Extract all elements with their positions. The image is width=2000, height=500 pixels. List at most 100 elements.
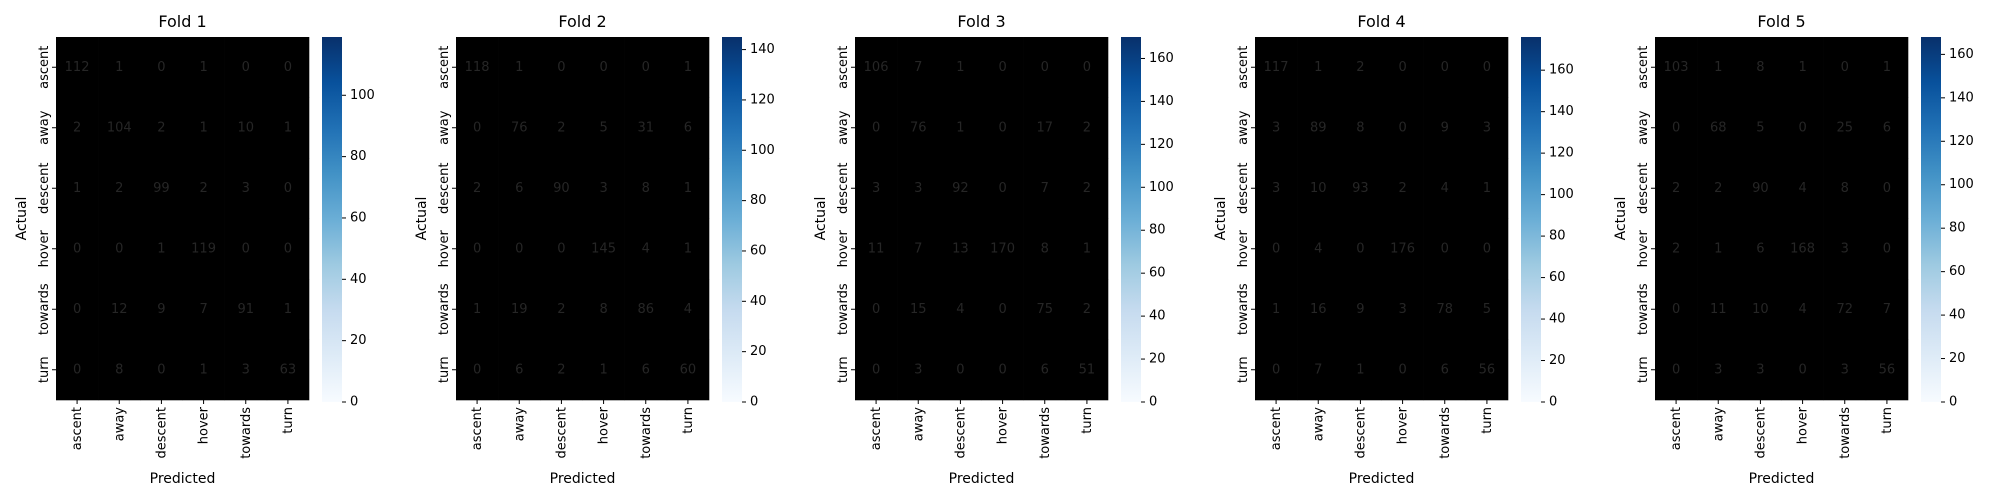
heatmap-cell	[1465, 158, 1509, 219]
heatmap-cell	[1023, 218, 1067, 280]
y-tick-label: ascent	[437, 46, 452, 89]
cell-value-label: 119	[191, 241, 216, 256]
cell-value-label: 0	[157, 60, 165, 75]
cell-value-label: 0	[73, 302, 81, 317]
heatmap-cell	[624, 158, 668, 219]
cell-value-label: 2	[1083, 120, 1091, 135]
y-axis-label: Actual	[1213, 197, 1229, 241]
colorbar-tick-label: 20	[1949, 351, 1966, 366]
cell-value-label: 76	[910, 120, 927, 135]
heatmap-cell	[498, 279, 541, 340]
heatmap-cell	[666, 279, 710, 340]
y-tick-label: ascent	[1236, 46, 1251, 89]
cell-value-label: 0	[473, 120, 481, 135]
x-tick-label: towards	[1838, 407, 1853, 459]
colorbar-tick-label: 80	[750, 193, 767, 208]
y-tick-label: turn	[437, 356, 452, 383]
colorbar-tick-label: 140	[750, 42, 775, 57]
y-tick-label: hover	[37, 229, 52, 267]
cell-value-label: 16	[1310, 302, 1327, 317]
heatmap-cell	[1381, 97, 1424, 159]
heatmap-cell	[1065, 97, 1109, 159]
heatmap-cell	[666, 97, 710, 159]
cell-value-label: 2	[1356, 60, 1364, 75]
colorbar-tick-label: 100	[750, 143, 775, 158]
colorbar	[1921, 37, 1941, 402]
cell-value-label: 2	[1083, 181, 1091, 196]
colorbar-tick-label: 0	[1949, 395, 1957, 410]
heatmap-cell	[582, 339, 625, 401]
colorbar-tick-label: 40	[350, 272, 367, 287]
cell-value-label: 0	[1441, 60, 1449, 75]
cell-value-label: 1	[73, 181, 81, 196]
heatmap-cell	[1823, 37, 1867, 98]
heatmap-cell	[1823, 218, 1867, 280]
y-tick-label: descent	[1236, 162, 1251, 214]
y-tick-label: towards	[1236, 283, 1251, 335]
cell-value-label: 0	[1883, 241, 1891, 256]
cell-value-label: 15	[910, 302, 927, 317]
heatmap-cell	[540, 158, 583, 219]
cell-value-label: 4	[1314, 241, 1322, 256]
heatmap-cell	[981, 158, 1024, 219]
heatmap-cell	[1297, 158, 1340, 219]
cell-value-label: 1	[1883, 60, 1891, 75]
heatmap-cell	[666, 218, 710, 280]
heatmap-cell	[1781, 279, 1824, 340]
chart-title: Fold 3	[957, 12, 1005, 31]
heatmap-cell	[540, 97, 583, 159]
heatmap-cell	[1381, 279, 1424, 340]
heatmap-cell	[1381, 339, 1424, 401]
colorbar-tick-label: 100	[1949, 177, 1974, 192]
cell-value-label: 72	[1836, 302, 1853, 317]
x-axis-label: Predicted	[550, 471, 616, 487]
heatmap-cell	[1023, 37, 1067, 98]
heatmap-cell	[1255, 158, 1298, 219]
heatmap-cell	[981, 97, 1024, 159]
cell-value-label: 0	[642, 60, 650, 75]
cell-value-label: 2	[473, 181, 481, 196]
cell-value-label: 0	[1398, 120, 1406, 135]
heatmap-cell	[1381, 37, 1424, 98]
cell-value-label: 0	[1672, 120, 1680, 135]
heatmap-cell	[939, 158, 982, 219]
heatmap-cell	[939, 339, 982, 401]
cell-value-label: 3	[1756, 362, 1764, 377]
colorbar-tick-label: 20	[1149, 352, 1166, 367]
cell-value-label: 76	[511, 120, 528, 135]
colorbar-tick-label: 140	[1949, 90, 1974, 105]
cell-value-label: 3	[242, 181, 250, 196]
heatmap-cell	[1865, 158, 1909, 219]
x-tick-label: hover	[597, 406, 612, 444]
x-tick-label: turn	[1480, 407, 1495, 434]
heatmap-cell	[56, 158, 99, 219]
colorbar	[1121, 37, 1141, 402]
cell-value-label: 6	[1883, 120, 1891, 135]
heatmap-cell	[1255, 339, 1298, 401]
x-tick-label: ascent	[869, 407, 884, 450]
cell-value-label: 0	[1441, 241, 1449, 256]
heatmap-cell	[1465, 97, 1509, 159]
cell-value-label: 0	[872, 120, 880, 135]
cell-value-label: 3	[1272, 181, 1280, 196]
heatmap-cell	[666, 158, 710, 219]
cell-value-label: 7	[1314, 362, 1322, 377]
y-tick-label: descent	[37, 162, 52, 214]
x-axis-label: Predicted	[150, 471, 216, 487]
heatmap-cell	[1781, 97, 1824, 159]
x-axis-label: Predicted	[949, 471, 1015, 487]
heatmap-cell	[666, 37, 710, 98]
heatmap-cell	[266, 158, 310, 219]
cell-value-label: 0	[1398, 362, 1406, 377]
y-tick-label: away	[37, 110, 52, 145]
heatmap-cell	[540, 279, 583, 340]
heatmap-cell	[1381, 158, 1424, 219]
cell-value-label: 91	[237, 302, 254, 317]
heatmap-cell	[1465, 339, 1509, 401]
y-axis-label: Actual	[414, 197, 430, 241]
heatmap-cell	[98, 37, 141, 98]
heatmap-cell	[1339, 97, 1382, 159]
heatmap-cell	[582, 218, 625, 280]
